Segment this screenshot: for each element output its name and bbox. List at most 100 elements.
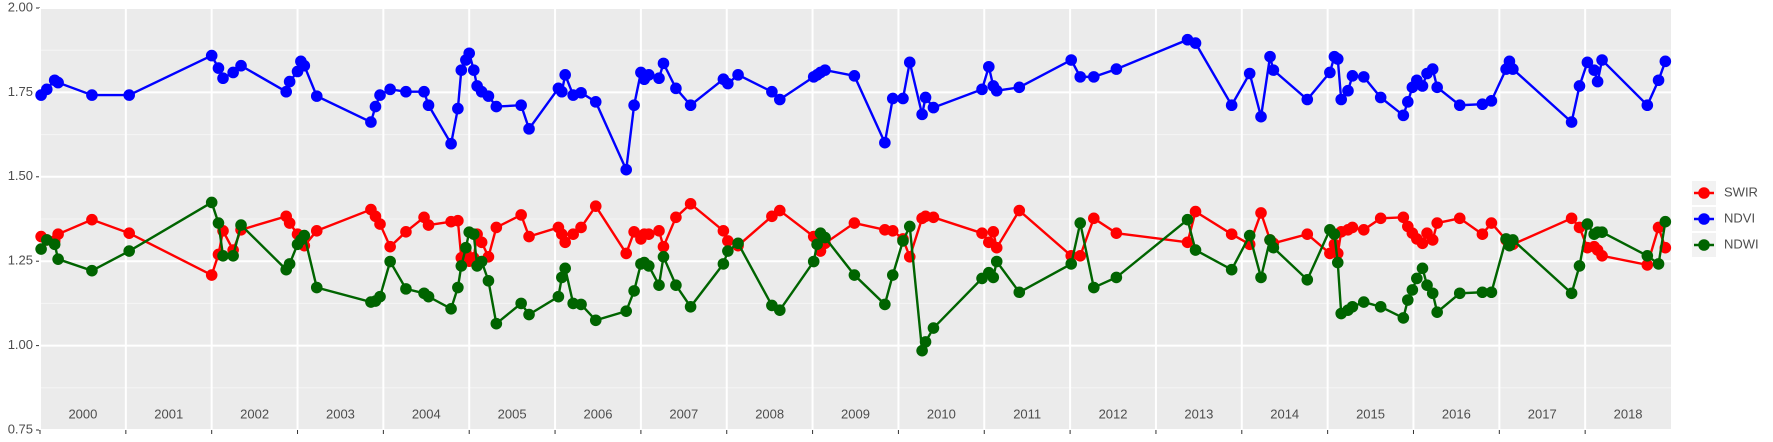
data-point [1331,256,1344,269]
data-point [212,217,225,229]
data-point [848,217,861,229]
data-point [310,225,323,237]
data-point [475,255,488,268]
data-point [1346,300,1359,313]
data-point [653,279,665,291]
data-point [919,336,932,348]
data-point [819,64,831,76]
data-point [670,279,682,291]
data-point [515,297,527,310]
x-tick-label: 2014 [1270,406,1299,421]
x-tick-label: 2015 [1356,406,1385,421]
data-point [1453,287,1466,300]
x-tick-label: 2003 [326,406,355,421]
data-point [1507,63,1519,75]
data-point [1485,217,1498,229]
data-point [1301,93,1314,106]
data-point [732,237,744,250]
legend-point [1698,213,1710,225]
data-point [86,213,98,226]
data-point [523,308,535,321]
data-point [575,298,587,311]
data-point [1485,95,1498,107]
data-point [445,137,457,150]
data-point [1411,272,1423,285]
x-tick-label: 2007 [669,406,698,421]
x-tick-label: 2013 [1184,406,1213,421]
data-point [205,49,218,62]
data-point [684,300,697,313]
data-point [418,85,430,98]
data-point [1421,279,1433,291]
data-point [1301,273,1314,286]
data-point [987,226,1000,238]
data-point [567,228,579,240]
data-point [123,89,135,101]
data-point [400,226,412,238]
data-point [848,269,861,281]
data-point [1565,116,1578,128]
y-tick-label: 1.00 [8,337,33,352]
data-point [732,69,744,81]
data-point [684,198,697,210]
data-point [1331,53,1344,65]
y-tick-label: 0.75 [8,421,33,436]
data-point [897,235,909,247]
data-point [990,255,1003,268]
x-tick-label: 2010 [927,406,956,421]
x-tick-label: 2017 [1528,406,1557,421]
data-point [1087,212,1100,225]
data-point [52,253,64,265]
data-point [879,136,891,149]
data-point [1476,286,1489,299]
data-point [452,102,464,115]
data-point [460,241,472,254]
data-point [717,225,730,237]
data-point [1065,258,1078,270]
data-point [670,211,682,224]
data-point [384,255,396,268]
data-point [1110,63,1123,75]
data-point [1110,227,1123,239]
data-point [1087,71,1100,83]
data-point [1225,99,1238,112]
data-point [475,236,488,249]
data-point [653,72,665,85]
data-point [976,83,988,96]
data-point [1397,211,1410,224]
data-point [657,251,670,263]
data-point [552,290,565,303]
data-point [365,116,377,128]
data-point [490,317,503,330]
data-point [1328,228,1341,240]
data-point [903,56,916,69]
data-point [1324,66,1336,79]
data-point [1225,263,1238,276]
data-point [1431,217,1443,229]
data-point [886,225,899,237]
x-tick-label: 2002 [240,406,269,421]
data-point [1596,226,1608,238]
data-point [556,85,568,98]
data-point [1641,249,1654,262]
data-point [1581,218,1594,230]
data-point [1357,296,1370,308]
x-tick-label: 2018 [1614,406,1643,421]
data-point [490,221,503,234]
data-point [653,225,665,237]
data-point [575,221,587,234]
data-point [848,70,861,82]
data-point [1581,56,1594,69]
x-tick-label: 2004 [412,406,441,421]
data-point [523,123,535,135]
data-point [1301,228,1314,240]
data-point [227,66,239,79]
data-point [1264,50,1276,63]
data-point [227,249,239,262]
data-point [283,75,296,88]
data-point [515,209,527,221]
data-point [1485,286,1498,299]
x-tick-label: 2005 [498,406,527,421]
data-point [903,220,916,233]
data-point [559,69,571,81]
